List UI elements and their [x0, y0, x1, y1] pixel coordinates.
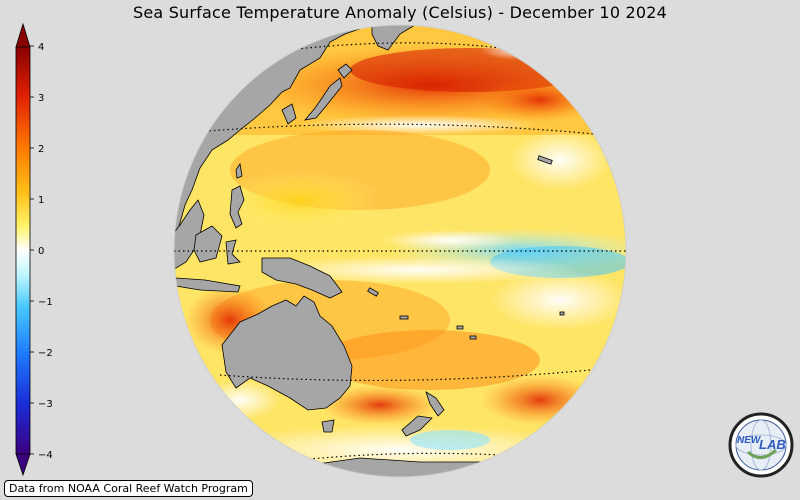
colorbar-bottom-arrow — [15, 453, 31, 477]
hokkaido — [337, 63, 353, 79]
japan — [303, 77, 343, 121]
logo-text-right: LAB — [759, 437, 786, 452]
graticule — [174, 42, 626, 461]
colorbar-tick-label: −3 — [38, 399, 53, 410]
new-zealand-north — [425, 391, 445, 417]
colorbar: 4 3 2 1 0 −1 −2 −3 −4 — [15, 22, 53, 477]
data-credit: Data from NOAA Coral Reef Watch Program — [4, 480, 253, 497]
australia — [221, 295, 353, 411]
borneo — [193, 225, 223, 263]
logo-text-left: NEW — [737, 435, 762, 446]
antarctica-edge — [299, 457, 521, 477]
new-zealand-south — [401, 415, 433, 437]
globe-outline — [173, 24, 627, 478]
kamchatka — [371, 25, 422, 51]
colorbar-tick-label: −4 — [38, 450, 53, 461]
korea — [281, 103, 297, 125]
tasmania — [321, 419, 335, 433]
colorbar-tick-label: 3 — [38, 93, 44, 104]
map-title: Sea Surface Temperature Anomaly (Celsius… — [133, 3, 667, 22]
ocean-anomaly-field — [174, 25, 626, 477]
colorbar-tick-label: 1 — [38, 195, 44, 206]
colorbar-tick-label: −1 — [38, 297, 53, 308]
philippines — [229, 185, 245, 229]
colorbar-tick-label: 0 — [38, 246, 44, 257]
globe-logo-icon: NEW LAB — [728, 412, 794, 478]
taiwan — [235, 162, 243, 179]
colorbar-tick-label: 2 — [38, 144, 44, 155]
sulawesi — [225, 239, 241, 265]
colorbar-tick-label: −2 — [38, 348, 53, 359]
colorbar-tick-label: 4 — [38, 42, 44, 53]
new-guinea — [261, 257, 343, 299]
